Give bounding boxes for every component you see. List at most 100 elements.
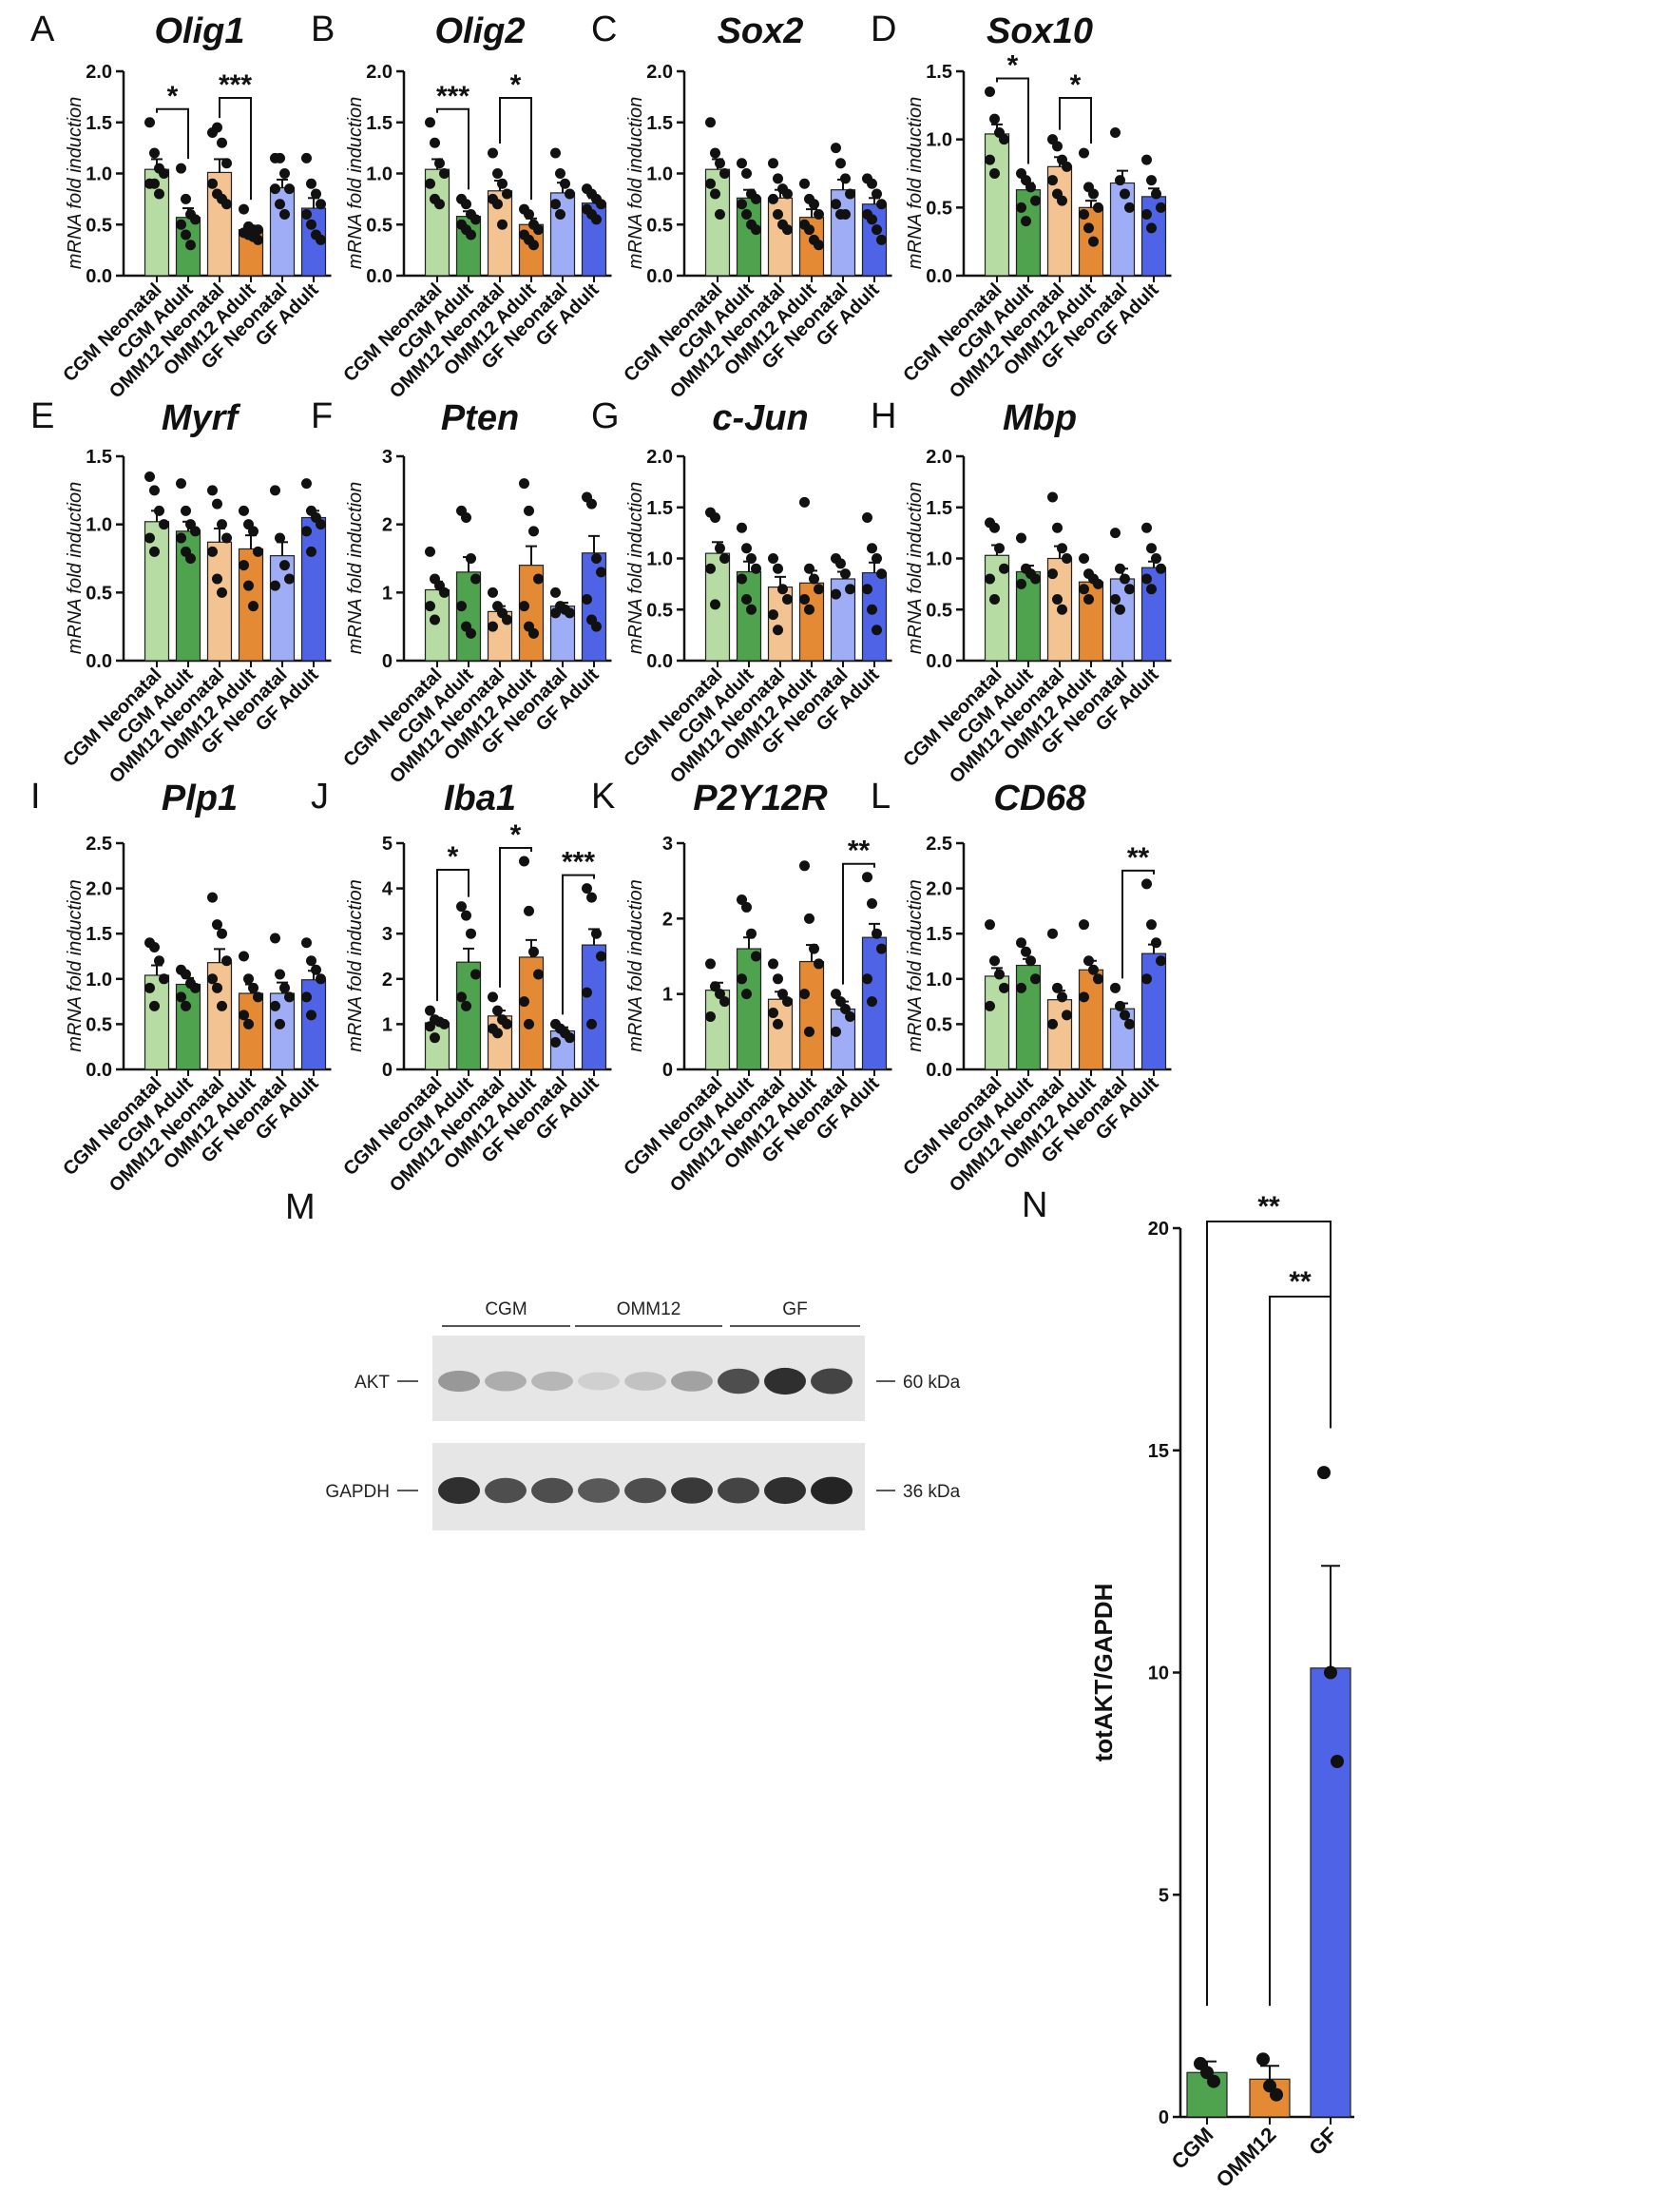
bar (238, 992, 264, 1070)
data-point (488, 621, 498, 632)
data-point (207, 973, 218, 985)
data-point (867, 178, 877, 189)
data-point (1047, 175, 1058, 186)
data-point (1093, 578, 1103, 589)
data-point (149, 546, 160, 557)
data-point (176, 991, 186, 1003)
chart-title: Pten (441, 398, 519, 438)
data-point (301, 937, 312, 949)
data-point (773, 209, 783, 220)
blot-row-label: AKT (354, 1373, 390, 1393)
data-point (1146, 919, 1157, 931)
data-point (768, 553, 778, 564)
data-point (1057, 991, 1067, 1003)
data-point (555, 209, 565, 220)
panel-letter: E (30, 396, 54, 436)
data-point (466, 229, 476, 240)
data-point (799, 989, 810, 1000)
data-point (528, 240, 539, 251)
data-point (190, 526, 201, 537)
bar (798, 960, 825, 1070)
data-point (876, 234, 887, 245)
y-axis-title: mRNA fold induction (905, 97, 926, 270)
data-point (867, 543, 877, 554)
y-tick-label: 0.5 (86, 583, 112, 604)
y-tick-label: 0.0 (926, 651, 952, 672)
data-point (591, 553, 602, 564)
y-tick-label: 0 (382, 651, 393, 672)
y-tick-label: 1.0 (86, 164, 112, 185)
significance-label: ** (1127, 842, 1150, 874)
data-point (301, 991, 312, 1003)
bar (767, 197, 794, 277)
data-point (737, 522, 747, 533)
data-point (799, 594, 810, 605)
data-point (439, 1018, 450, 1029)
data-point (306, 955, 316, 967)
data-point (176, 478, 186, 490)
data-point (782, 996, 793, 1008)
data-point (1047, 568, 1058, 580)
data-point (181, 1000, 191, 1011)
data-point (279, 168, 290, 179)
data-point (831, 199, 841, 210)
data-point (809, 199, 819, 210)
data-point (1062, 161, 1072, 172)
significance-bracket (1121, 869, 1155, 979)
y-tick-label: 2.0 (926, 447, 952, 468)
significance-bracket (996, 77, 1029, 164)
data-point (461, 199, 471, 210)
data-point (737, 573, 747, 585)
data-point (1030, 573, 1041, 585)
data-point (867, 996, 877, 1008)
bar (736, 948, 762, 1070)
data-point (239, 505, 249, 516)
data-point (876, 568, 887, 580)
chart-title: Olig1 (154, 11, 244, 51)
data-point (190, 982, 201, 993)
y-tick-label: 0.0 (86, 266, 112, 287)
data-point (1079, 209, 1089, 220)
data-point (217, 1000, 227, 1011)
y-axis-title: mRNA fold induction (625, 482, 646, 655)
data-point (1146, 543, 1157, 554)
data-point (994, 969, 1005, 980)
data-point (737, 158, 747, 169)
panel-letter: C (591, 10, 617, 49)
data-point (777, 584, 788, 595)
y-tick-label: 2.0 (366, 62, 393, 83)
panel-M-blot: M CGM OMM12 GF AKT 60 kDa GAPDH 36 kDa (285, 1187, 961, 1530)
data-point (1079, 553, 1089, 564)
data-point (425, 1005, 435, 1016)
significance-label: * (510, 819, 522, 851)
data-point (243, 580, 254, 591)
data-point (488, 587, 498, 598)
data-point (275, 532, 285, 544)
data-point (217, 587, 227, 598)
data-point (190, 214, 201, 225)
data-point (434, 158, 445, 169)
y-tick-label: 0.5 (86, 215, 112, 236)
y-tick-label: 0.0 (366, 266, 393, 287)
y-axis-title: mRNA fold induction (625, 879, 646, 1052)
data-point (835, 158, 846, 169)
data-point (1120, 1010, 1130, 1021)
data-point (867, 604, 877, 615)
x-tick-label: GF (1304, 2123, 1341, 2160)
data-point (773, 1018, 783, 1029)
blot-band (531, 1477, 573, 1504)
data-point (751, 193, 761, 204)
bar (736, 570, 762, 662)
panel-letter: N (1022, 1185, 1047, 1225)
data-point (239, 203, 249, 215)
data-point (1317, 1466, 1331, 1480)
y-tick-label: 1.0 (926, 130, 952, 151)
y-tick-label: 10 (1148, 1664, 1169, 1684)
bar (1140, 952, 1167, 1070)
data-point (1141, 973, 1152, 985)
data-point (1079, 991, 1089, 1003)
data-point (316, 973, 326, 985)
